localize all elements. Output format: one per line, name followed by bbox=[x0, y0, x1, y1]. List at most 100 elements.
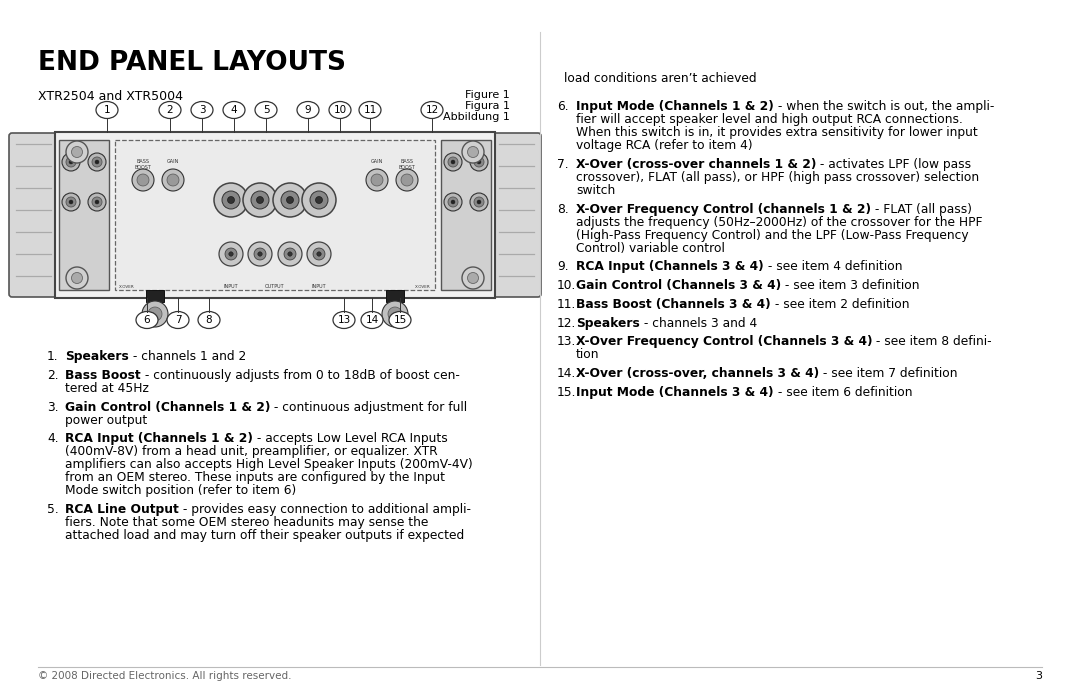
Text: RCA Input (Channels 1 & 2): RCA Input (Channels 1 & 2) bbox=[65, 432, 253, 445]
Text: 9: 9 bbox=[305, 105, 311, 115]
Text: 4: 4 bbox=[231, 105, 238, 115]
Text: INPUT: INPUT bbox=[224, 285, 239, 290]
Circle shape bbox=[243, 183, 276, 217]
Text: - continuous adjustment for full: - continuous adjustment for full bbox=[270, 401, 468, 413]
Circle shape bbox=[92, 157, 102, 167]
Circle shape bbox=[225, 248, 237, 260]
Text: - channels 1 and 2: - channels 1 and 2 bbox=[129, 350, 246, 363]
Text: 12: 12 bbox=[426, 105, 438, 115]
Text: 8: 8 bbox=[205, 315, 213, 325]
Circle shape bbox=[313, 248, 325, 260]
Circle shape bbox=[474, 197, 484, 207]
Text: 1: 1 bbox=[104, 105, 110, 115]
Text: When this switch is in, it provides extra sensitivity for lower input: When this switch is in, it provides extr… bbox=[576, 126, 977, 139]
Circle shape bbox=[167, 174, 179, 186]
Circle shape bbox=[366, 169, 388, 191]
Text: (High-Pass Frequency Control) and the LPF (Low-Pass Frequency: (High-Pass Frequency Control) and the LP… bbox=[576, 229, 969, 242]
Bar bbox=[55, 132, 495, 298]
Text: X-Over (cross-over channels 1 & 2): X-Over (cross-over channels 1 & 2) bbox=[576, 158, 816, 171]
Ellipse shape bbox=[333, 311, 355, 329]
Text: 6.: 6. bbox=[557, 100, 569, 113]
Text: Input Mode (Channels 1 & 2): Input Mode (Channels 1 & 2) bbox=[576, 100, 773, 113]
Text: Gain Control (Channels 3 & 4): Gain Control (Channels 3 & 4) bbox=[576, 279, 781, 292]
Text: 10: 10 bbox=[334, 105, 347, 115]
Circle shape bbox=[66, 141, 87, 163]
Ellipse shape bbox=[159, 101, 181, 119]
Text: 14.: 14. bbox=[557, 367, 577, 380]
Text: Figura 1: Figura 1 bbox=[465, 101, 510, 111]
Circle shape bbox=[477, 200, 481, 204]
Text: - see item 7 definition: - see item 7 definition bbox=[819, 367, 958, 380]
Circle shape bbox=[281, 191, 299, 209]
Text: XTR2504 and XTR5004: XTR2504 and XTR5004 bbox=[38, 90, 183, 103]
Circle shape bbox=[284, 248, 296, 260]
Circle shape bbox=[66, 197, 76, 207]
Circle shape bbox=[87, 193, 106, 211]
Circle shape bbox=[388, 307, 402, 321]
Text: OUTPUT: OUTPUT bbox=[266, 285, 285, 290]
Text: 13.: 13. bbox=[557, 336, 577, 348]
Text: 14: 14 bbox=[365, 315, 379, 325]
Circle shape bbox=[71, 272, 82, 283]
Text: 11.: 11. bbox=[557, 298, 577, 311]
Text: 11: 11 bbox=[363, 105, 377, 115]
Circle shape bbox=[470, 153, 488, 171]
Text: 1.: 1. bbox=[48, 350, 58, 363]
Circle shape bbox=[141, 301, 168, 327]
Circle shape bbox=[132, 169, 154, 191]
Text: 7.: 7. bbox=[557, 158, 569, 171]
Circle shape bbox=[254, 248, 266, 260]
Text: - activates LPF (low pass: - activates LPF (low pass bbox=[816, 158, 972, 171]
FancyBboxPatch shape bbox=[492, 133, 541, 297]
Text: 12.: 12. bbox=[557, 317, 577, 329]
Text: from an OEM stereo. These inputs are configured by the Input: from an OEM stereo. These inputs are con… bbox=[65, 471, 445, 484]
Bar bbox=[441, 140, 491, 290]
Circle shape bbox=[257, 197, 264, 204]
Text: Mode switch position (refer to item 6): Mode switch position (refer to item 6) bbox=[65, 484, 296, 498]
Text: 3.: 3. bbox=[48, 401, 58, 413]
Text: - channels 3 and 4: - channels 3 and 4 bbox=[639, 317, 757, 329]
Ellipse shape bbox=[222, 101, 245, 119]
Circle shape bbox=[62, 193, 80, 211]
Circle shape bbox=[258, 252, 262, 256]
Circle shape bbox=[137, 174, 149, 186]
Circle shape bbox=[444, 193, 462, 211]
Circle shape bbox=[222, 191, 240, 209]
Text: - accepts Low Level RCA Inputs: - accepts Low Level RCA Inputs bbox=[253, 432, 447, 445]
Circle shape bbox=[273, 183, 307, 217]
Circle shape bbox=[248, 242, 272, 266]
Circle shape bbox=[69, 160, 73, 164]
Text: attached load and may turn off their speaker outputs if expected: attached load and may turn off their spe… bbox=[65, 529, 464, 542]
Text: RCA Line Output: RCA Line Output bbox=[65, 503, 179, 516]
Text: X-OVER: X-OVER bbox=[415, 285, 431, 289]
Text: Input Mode (Channels 3 & 4): Input Mode (Channels 3 & 4) bbox=[576, 386, 773, 399]
Circle shape bbox=[401, 174, 413, 186]
Text: - see item 2 definition: - see item 2 definition bbox=[771, 298, 909, 311]
Text: 4.: 4. bbox=[48, 432, 58, 445]
Circle shape bbox=[228, 197, 234, 204]
Text: - see item 6 definition: - see item 6 definition bbox=[773, 386, 912, 399]
Circle shape bbox=[148, 307, 162, 321]
Circle shape bbox=[448, 157, 458, 167]
Circle shape bbox=[468, 272, 478, 283]
Bar bbox=[146, 290, 164, 302]
Text: 2: 2 bbox=[166, 105, 173, 115]
Circle shape bbox=[451, 200, 455, 204]
Text: adjusts the frequency (50Hz–2000Hz) of the crossover for the HPF: adjusts the frequency (50Hz–2000Hz) of t… bbox=[576, 216, 983, 229]
Circle shape bbox=[462, 141, 484, 163]
Ellipse shape bbox=[255, 101, 276, 119]
Circle shape bbox=[302, 183, 336, 217]
Text: Speakers: Speakers bbox=[576, 317, 639, 329]
Text: X-Over (cross-over, channels 3 & 4): X-Over (cross-over, channels 3 & 4) bbox=[576, 367, 819, 380]
Circle shape bbox=[62, 153, 80, 171]
Text: - continuously adjusts from 0 to 18dB of boost cen-: - continuously adjusts from 0 to 18dB of… bbox=[140, 369, 459, 382]
Circle shape bbox=[451, 160, 455, 164]
Text: fier will accept speaker level and high output RCA connections.: fier will accept speaker level and high … bbox=[576, 113, 963, 126]
Circle shape bbox=[382, 301, 408, 327]
Text: Abbildung 1: Abbildung 1 bbox=[443, 112, 510, 122]
Text: X-OVER: X-OVER bbox=[119, 285, 135, 289]
Circle shape bbox=[278, 242, 302, 266]
FancyBboxPatch shape bbox=[9, 133, 57, 297]
Ellipse shape bbox=[198, 311, 220, 329]
Text: 5.: 5. bbox=[48, 503, 58, 516]
